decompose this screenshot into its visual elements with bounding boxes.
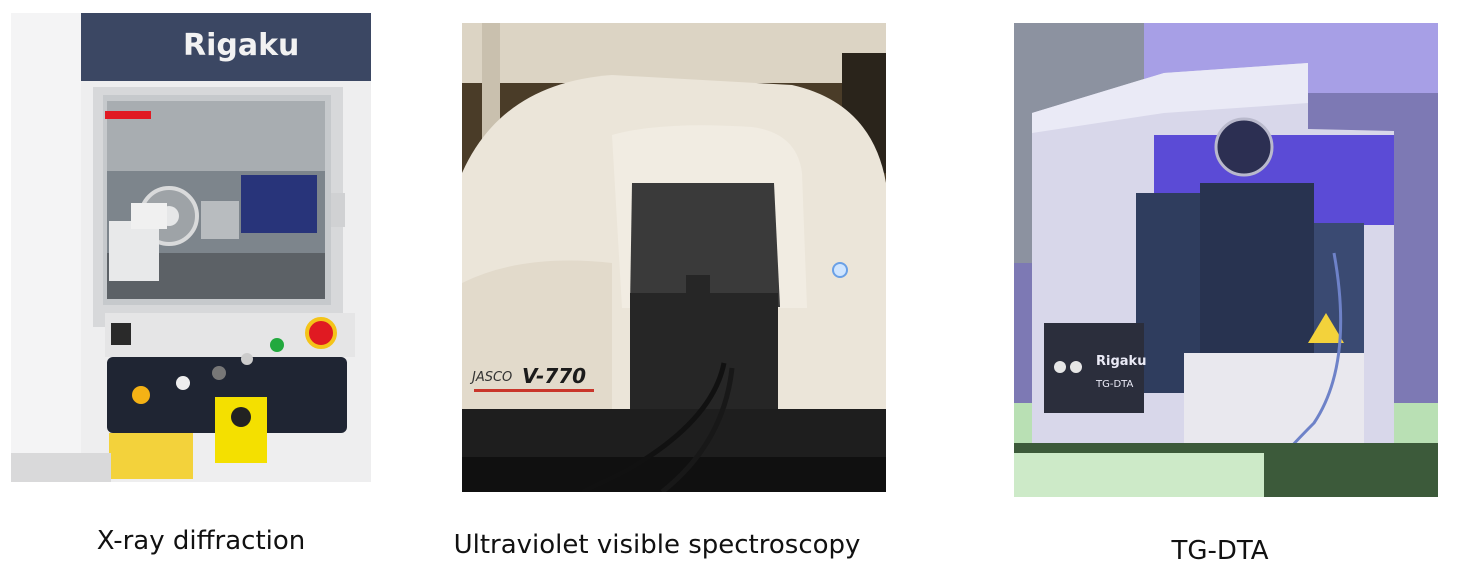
jasco-logo: JASCO bbox=[469, 370, 512, 385]
caption-uv-vis: Ultraviolet visible spectroscopy bbox=[453, 530, 861, 560]
uv-vis-photo: JASCO V-770 bbox=[462, 23, 886, 492]
xrd-photo: Rigaku bbox=[11, 13, 371, 482]
model-label: V-770 bbox=[522, 364, 586, 388]
rigaku-logo: Rigaku bbox=[1096, 354, 1146, 369]
rigaku-logo: Rigaku bbox=[183, 28, 299, 63]
xrd-instrument-image: Rigaku bbox=[11, 13, 371, 482]
tg-dta-instrument-image: Rigaku TG-DTA bbox=[1014, 23, 1438, 497]
tg-dta-photo: Rigaku TG-DTA bbox=[1014, 23, 1438, 497]
model-label: TG-DTA bbox=[1095, 379, 1133, 390]
uv-vis-instrument-image: JASCO V-770 bbox=[462, 23, 886, 492]
caption-xrd: X-ray diffraction bbox=[96, 526, 306, 556]
caption-tg-dta: TG-DTA bbox=[1171, 536, 1269, 566]
